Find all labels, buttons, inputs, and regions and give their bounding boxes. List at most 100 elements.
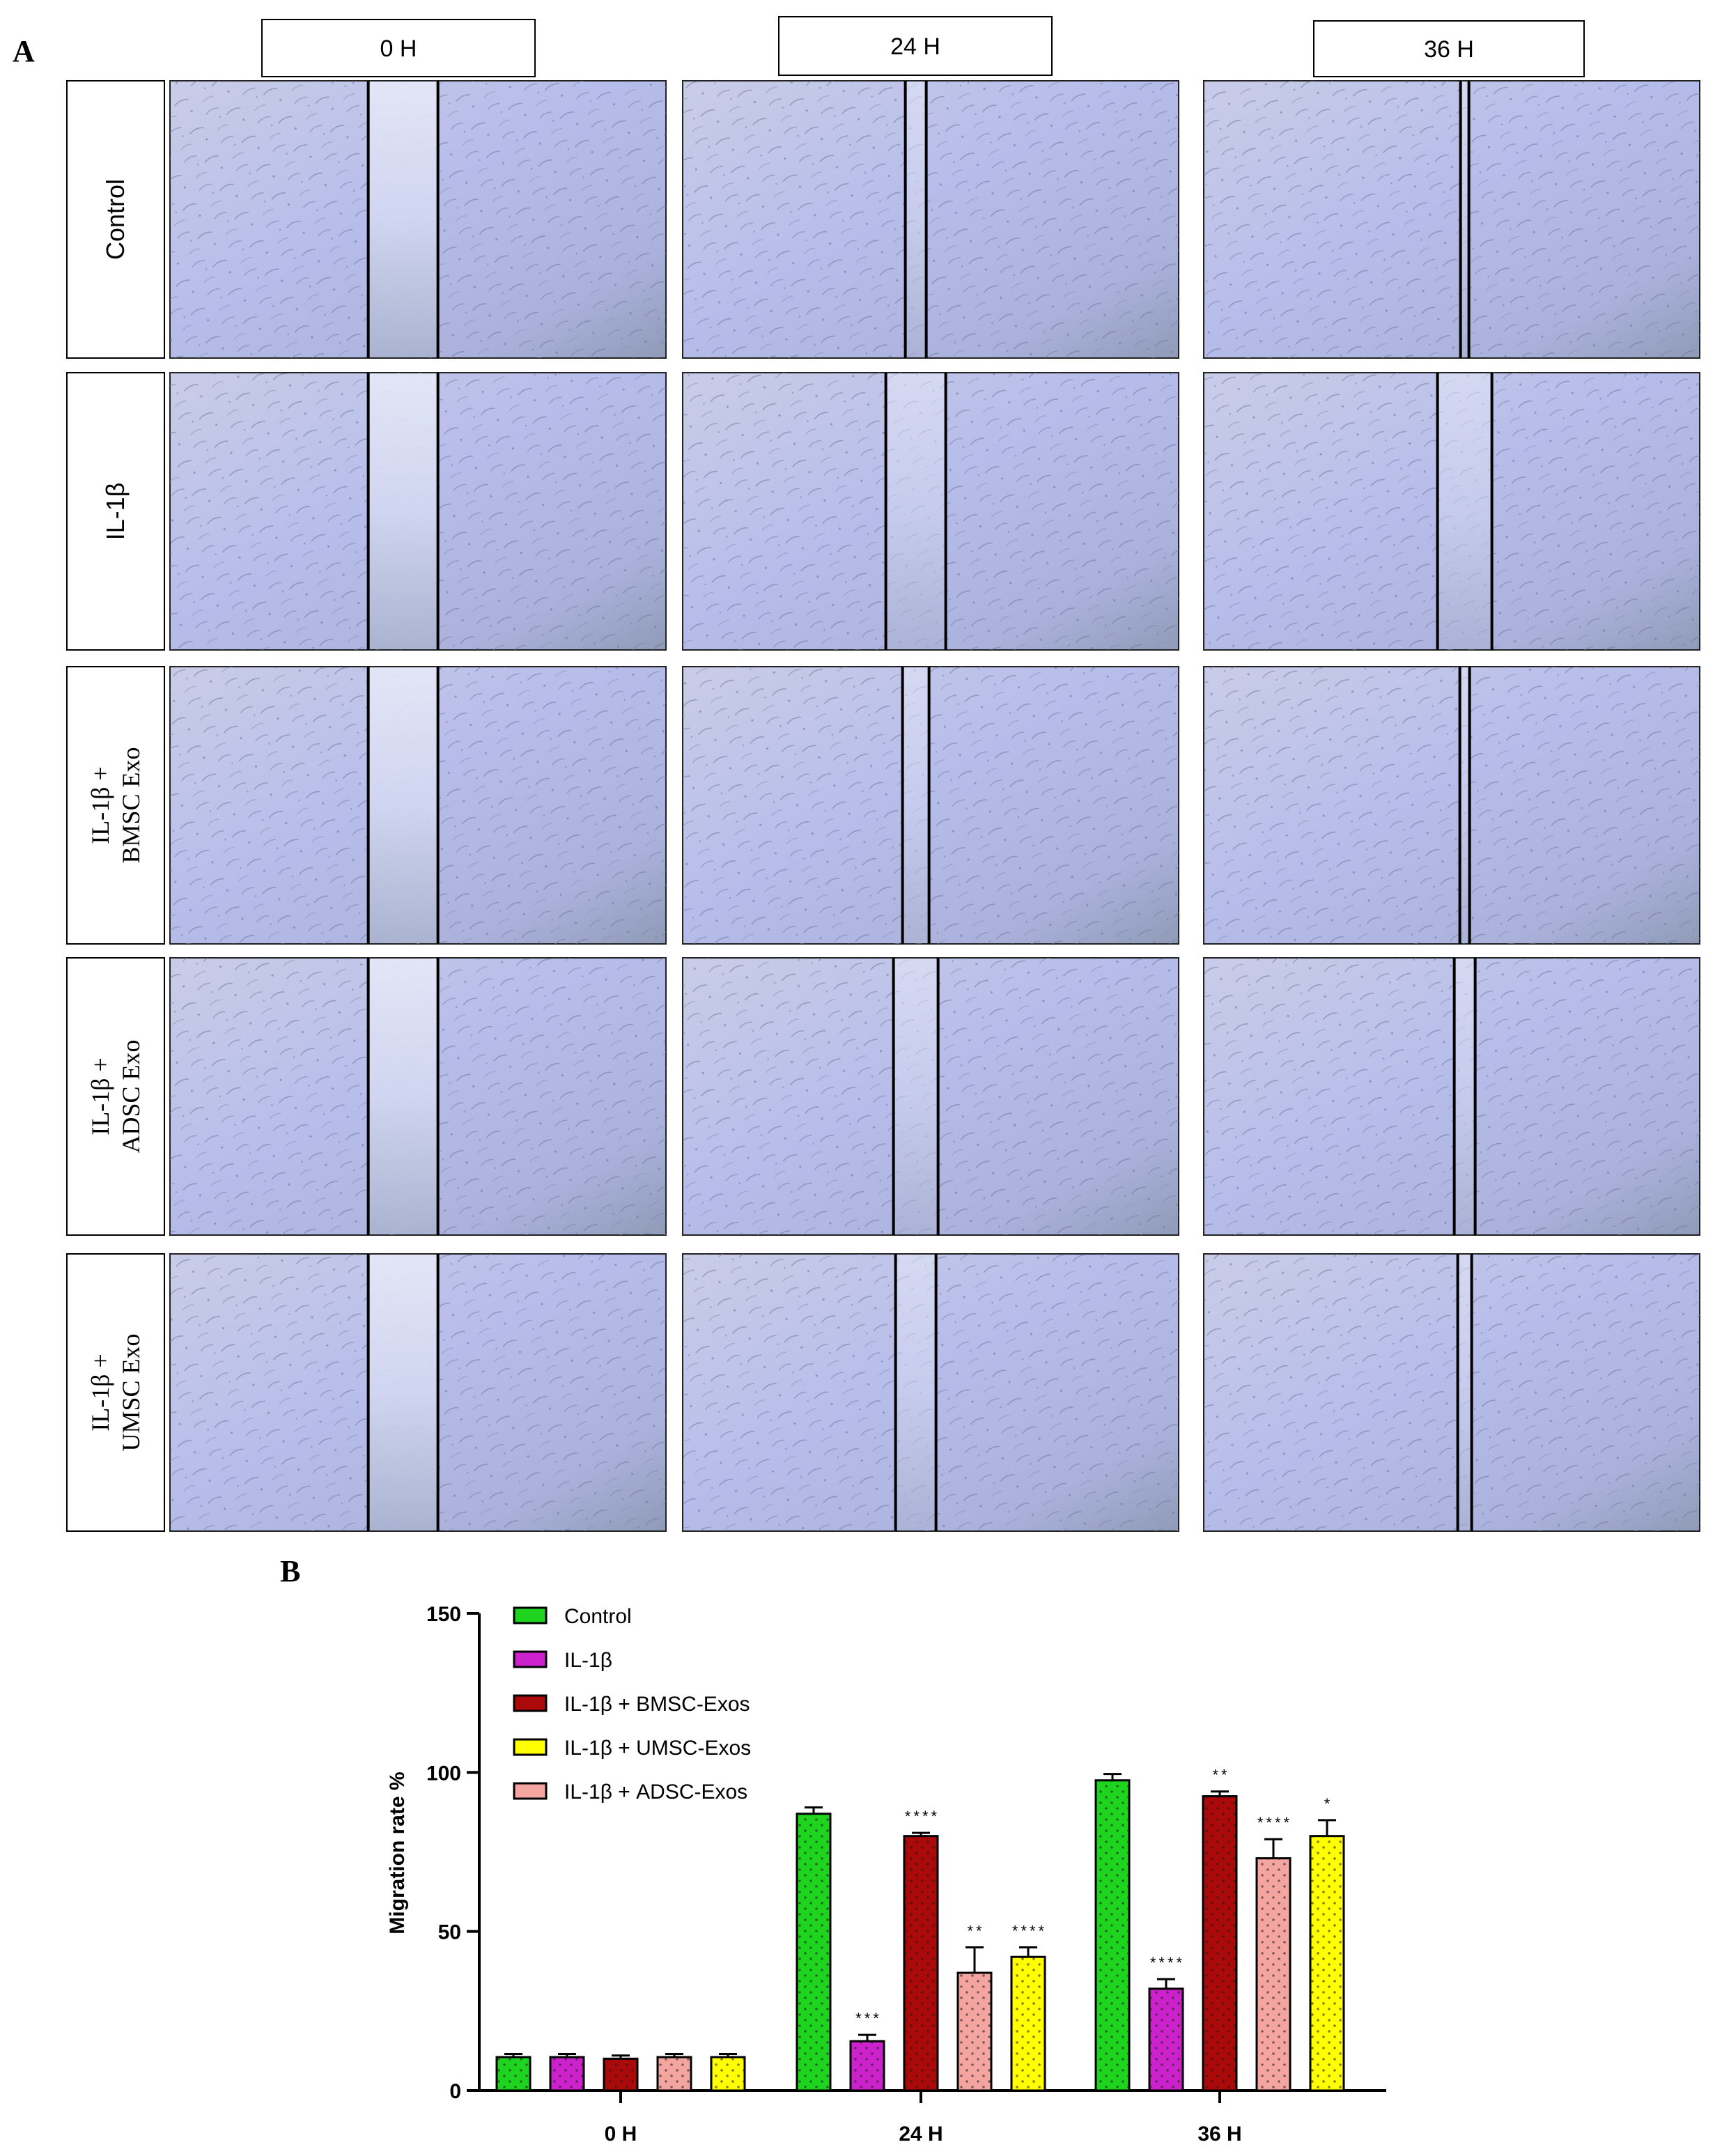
micrograph-image (1203, 1253, 1700, 1532)
legend-label: IL-1β (564, 1649, 612, 1672)
bar (710, 2052, 746, 2092)
significance-marker: ** (967, 1923, 984, 1940)
scratch-wound-area (902, 667, 929, 943)
time-header-box (1313, 20, 1585, 77)
bar (495, 2052, 532, 2092)
legend-label: IL-1β + BMSC-Exos (564, 1693, 750, 1716)
legend-item: Control (513, 1605, 632, 1628)
bar-texture (1096, 1780, 1129, 2091)
legend-label: IL-1β + UMSC-Exos (564, 1737, 751, 1760)
bar-texture (1149, 1988, 1183, 2091)
bar-texture (497, 2057, 530, 2091)
micrograph-cells (1204, 1254, 1700, 1531)
scratch-wound-area (368, 82, 438, 357)
group-label-line: IL-1β + (86, 766, 114, 844)
micrograph-image (169, 1253, 667, 1532)
panel-b-label: B (280, 1554, 300, 1588)
bar (656, 2052, 692, 2092)
bar: **** (1010, 1923, 1047, 2092)
bar (796, 1806, 832, 2092)
legend-label: IL-1β + ADSC-Exos (564, 1781, 747, 1804)
time-header-box (261, 19, 536, 77)
y-tick-label: 100 (426, 1762, 461, 1785)
group-label-line: IL-1β + (86, 1057, 114, 1135)
group-label-line: Control (101, 179, 130, 260)
micrograph-image (169, 372, 667, 651)
bar-texture (958, 1973, 991, 2091)
bar-texture (658, 2057, 691, 2091)
bar: ** (1202, 1767, 1238, 2092)
bar: **** (1255, 1814, 1292, 2092)
micrograph-image (682, 372, 1179, 651)
y-tick-label: 50 (438, 1921, 461, 1944)
y-axis-title: Migration rate % (386, 1771, 409, 1934)
significance-marker: **** (1150, 1954, 1185, 1971)
legend-item: IL-1β + UMSC-Exos (513, 1737, 751, 1760)
y-tick-label: 0 (449, 2080, 461, 2103)
micrograph-image (1203, 666, 1700, 945)
micrograph-image (682, 80, 1179, 359)
group-label-box (66, 666, 165, 945)
bar-texture (797, 1813, 830, 2091)
legend-swatch (513, 1606, 548, 1624)
bar (1094, 1773, 1131, 2092)
bar: **** (903, 1808, 940, 2092)
significance-marker: **** (905, 1808, 940, 1825)
scratch-wound-area (1457, 1255, 1472, 1530)
micrograph-cells (1204, 958, 1700, 1235)
bar: *** (849, 2010, 885, 2092)
micrograph-image (682, 957, 1179, 1236)
y-tick-label: 150 (426, 1603, 461, 1626)
significance-marker: **** (1257, 1814, 1292, 1831)
scratch-wound-area (885, 373, 946, 649)
x-tick-label: 24 H (899, 2123, 943, 2146)
micrograph-image (682, 666, 1179, 945)
scratch-wound-area (1459, 667, 1470, 943)
bar-texture (550, 2057, 584, 2091)
time-header-label: 24 H (890, 33, 940, 60)
bar (549, 2052, 585, 2092)
legend-label: Control (564, 1605, 632, 1628)
micrograph-image (169, 80, 667, 359)
scratch-wound-area (368, 1255, 438, 1530)
micrograph-image (1203, 957, 1700, 1236)
group-label-line: BMSC Exo (117, 747, 145, 863)
bar (603, 2054, 639, 2092)
micrograph-image (1203, 80, 1700, 359)
bar-texture (1011, 1957, 1045, 2091)
panel-a-label: A (13, 34, 35, 68)
bar: **** (1148, 1954, 1185, 2092)
scratch-wound-area (368, 667, 438, 943)
bar-texture (851, 2041, 884, 2091)
micrograph-image (1203, 372, 1700, 651)
bar-texture (711, 2057, 745, 2091)
micrograph-cells (1204, 81, 1700, 358)
scratch-wound-area (905, 82, 926, 357)
micrograph-image (682, 1253, 1179, 1532)
micrograph-image (169, 957, 667, 1236)
bar-texture (604, 2058, 637, 2091)
scratch-wound-area (1454, 959, 1475, 1234)
group-label-box (66, 372, 165, 651)
group-label-line: ADSC Exo (117, 1039, 145, 1153)
micrograph-cells (1204, 667, 1700, 944)
x-tick-label: 0 H (605, 2123, 637, 2146)
legend-swatch (513, 1738, 548, 1756)
significance-marker: **** (1012, 1923, 1047, 1940)
group-label-line: UMSC Exo (117, 1333, 145, 1451)
bar: ** (956, 1923, 993, 2092)
group-label-box (66, 80, 165, 359)
legend-swatch (513, 1694, 548, 1712)
bar-texture (1203, 1796, 1236, 2091)
scratch-wound-area (895, 1255, 936, 1530)
group-label-box (66, 1253, 165, 1532)
legend-swatch (513, 1782, 548, 1800)
micrograph-cells (683, 667, 1179, 944)
time-header-label: 36 H (1424, 36, 1474, 63)
bar: * (1309, 1795, 1345, 2092)
legend-swatch (513, 1650, 548, 1668)
bar-texture (904, 1836, 938, 2091)
time-header-label: 0 H (380, 36, 417, 62)
group-label-line: IL-1β (101, 483, 130, 541)
